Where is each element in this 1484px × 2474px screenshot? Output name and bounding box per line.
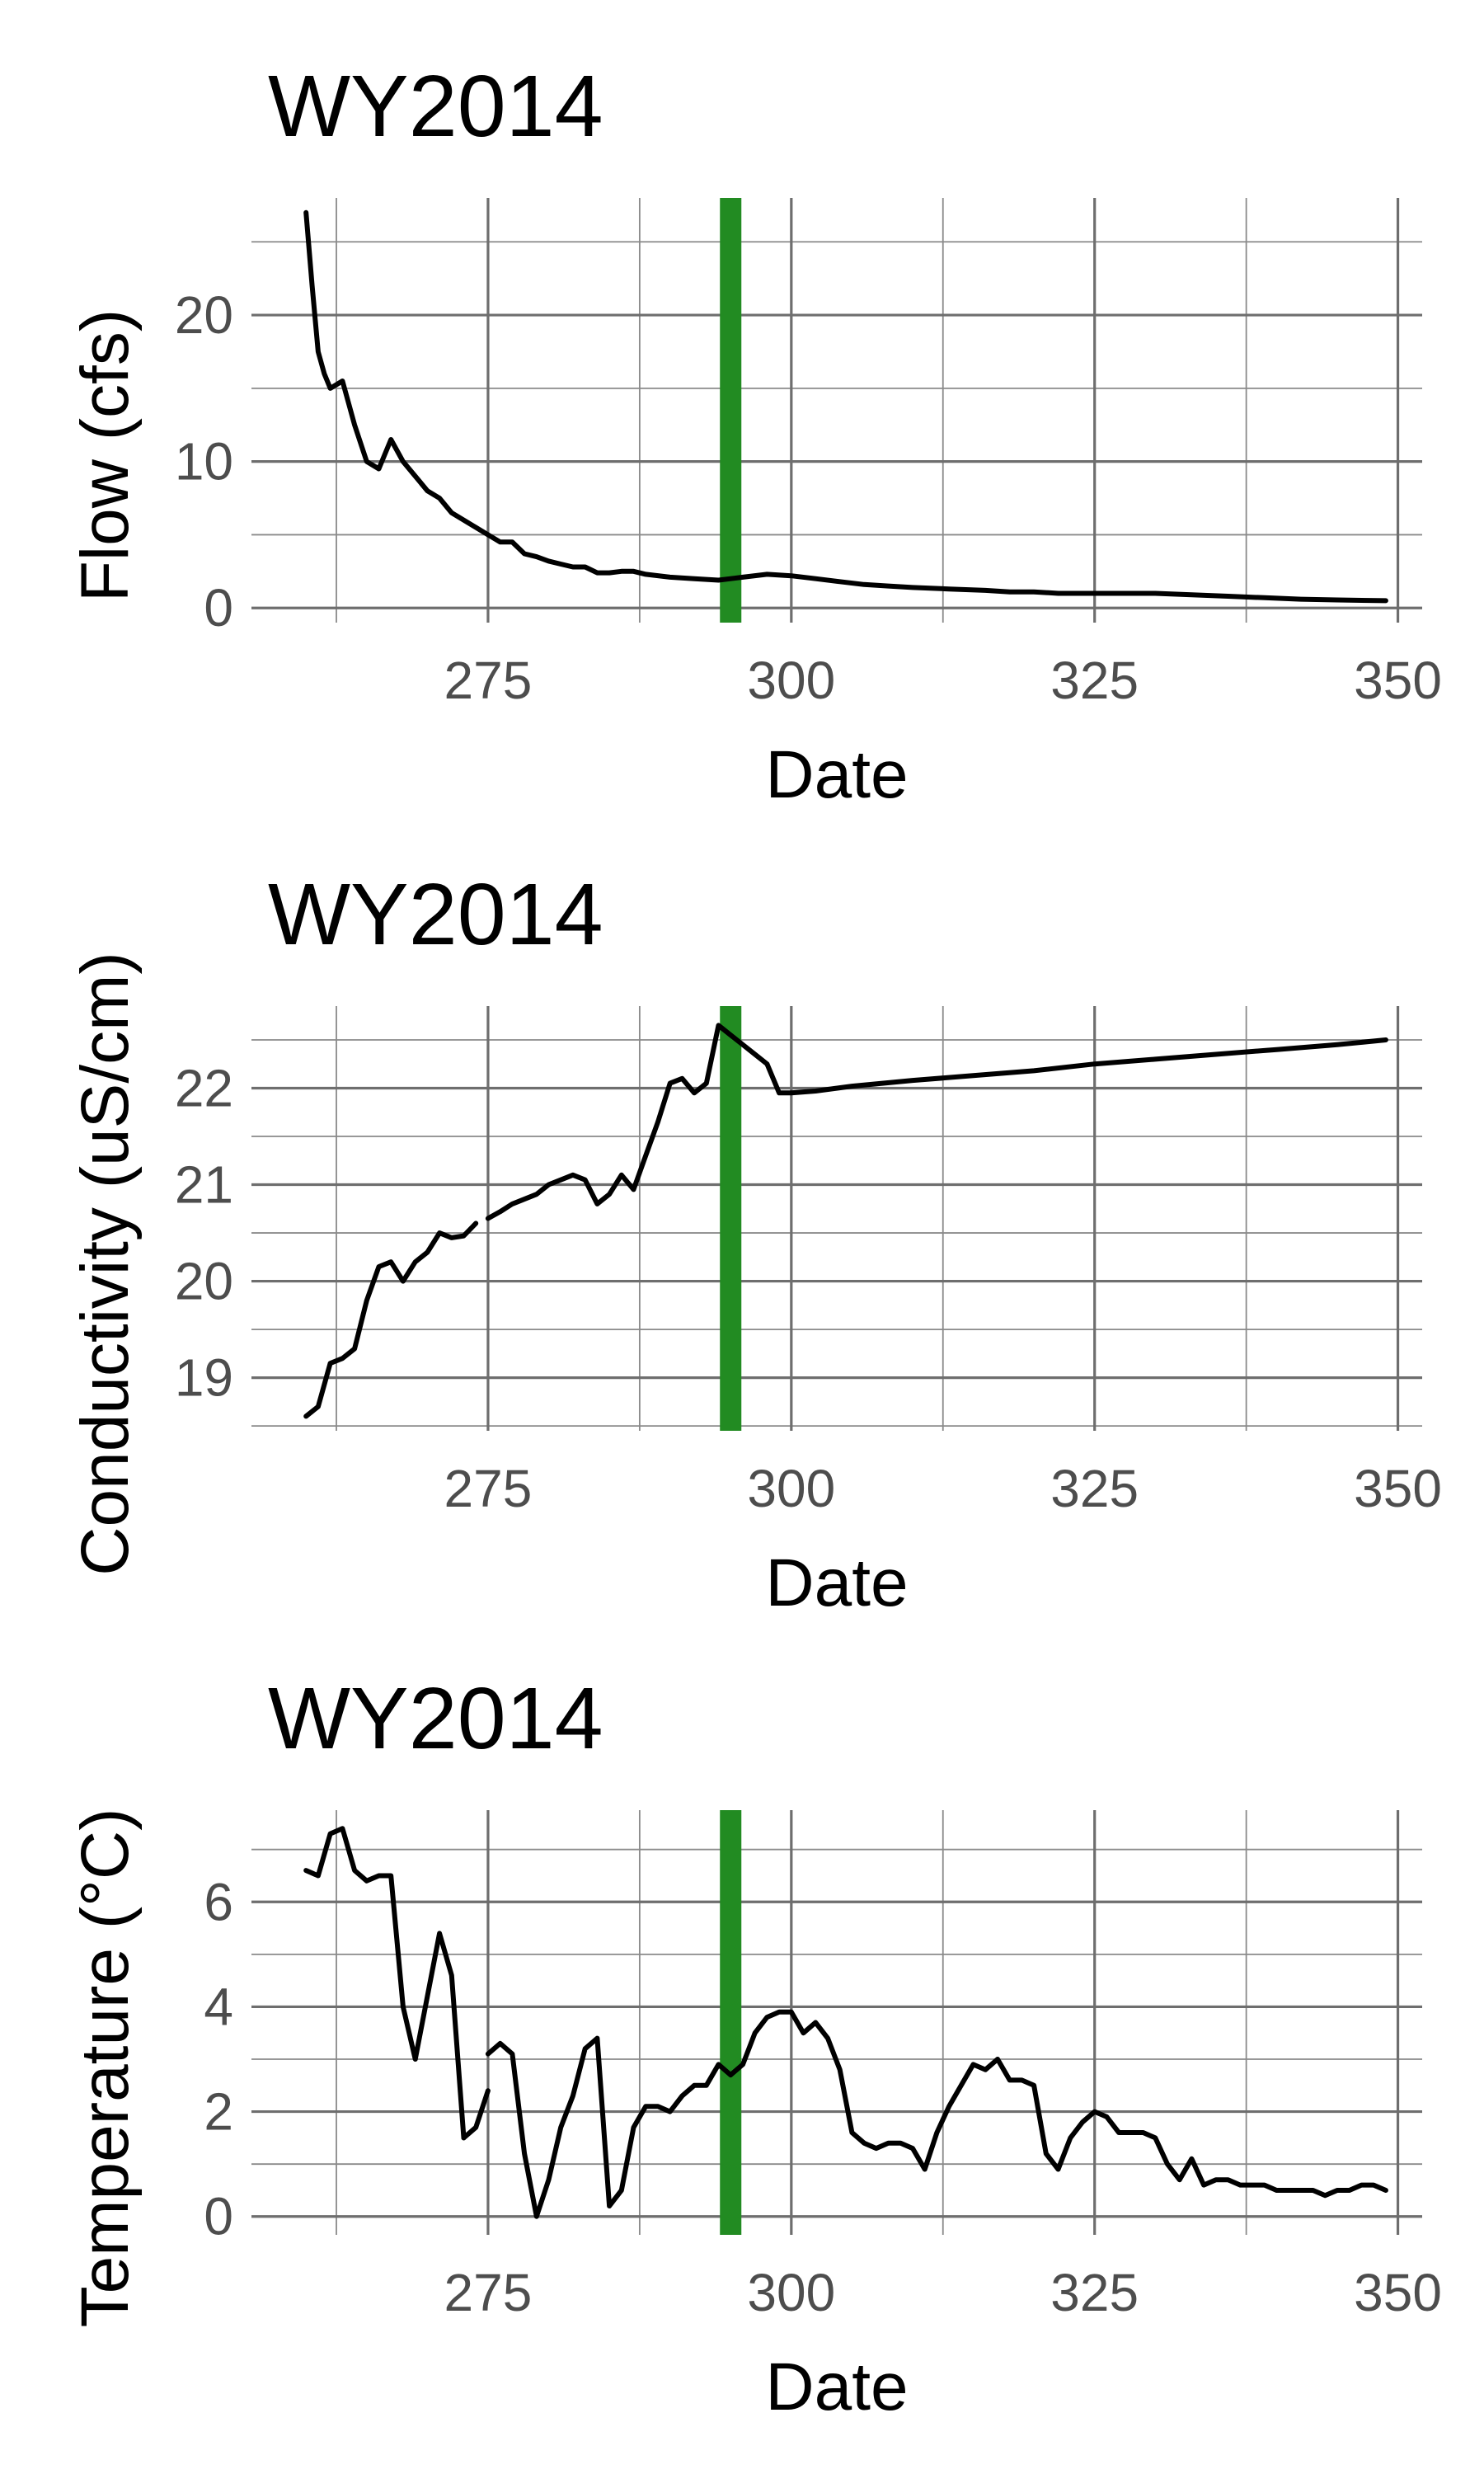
highlight-marker bbox=[720, 198, 742, 623]
y-axis-title: Conductivity (uS/cm) bbox=[68, 952, 143, 1575]
x-tick-label: 275 bbox=[444, 1459, 533, 1518]
x-tick-label: 350 bbox=[1354, 651, 1442, 710]
y-axis-title: Flow (cfs) bbox=[68, 309, 143, 602]
series-line-segment bbox=[303, 209, 1388, 604]
x-tick-label: 275 bbox=[444, 2263, 533, 2322]
x-tick-label: 275 bbox=[444, 651, 533, 710]
y-axis-title: Temperature (°C) bbox=[68, 1808, 143, 2328]
series-line-segment bbox=[461, 2088, 491, 2141]
chart-title: WY2014 bbox=[268, 58, 603, 155]
x-tick-label: 350 bbox=[1354, 2263, 1442, 2322]
highlight-marker bbox=[720, 1810, 742, 2235]
y-tick-label: 19 bbox=[175, 1348, 233, 1408]
x-tick-label: 325 bbox=[1050, 1459, 1139, 1518]
x-axis-title: Date bbox=[765, 737, 908, 812]
series-line-segment bbox=[485, 2009, 1388, 2219]
x-tick-label: 350 bbox=[1354, 1459, 1442, 1518]
x-tick-label: 300 bbox=[747, 1459, 835, 1518]
x-tick-label: 300 bbox=[747, 2263, 835, 2322]
x-tick-label: 325 bbox=[1050, 2263, 1139, 2322]
chart-panel-3: 275 300 325 350 0 2 4 6 WY2014 Date Temperature (°… bbox=[68, 1670, 1442, 2425]
y-tick-label: 6 bbox=[204, 1872, 233, 1931]
x-axis-title: Date bbox=[765, 1545, 908, 1620]
y-tick-label: 22 bbox=[175, 1058, 233, 1117]
x-tick-label: 300 bbox=[747, 651, 835, 710]
y-tick-label: 10 bbox=[175, 432, 233, 492]
chart-panel-1: 275 300 325 350 0 10 20 WY2014 Date Flow (cfs) bbox=[68, 58, 1442, 812]
chart-panel-2: 275 300 325 350 19 20 21 22 WY2014 Date Conductivi… bbox=[68, 866, 1442, 1620]
y-tick-label: 21 bbox=[175, 1155, 233, 1215]
x-axis-title: Date bbox=[765, 2349, 908, 2425]
y-tick-label: 4 bbox=[204, 1977, 233, 2036]
series-line-segment bbox=[303, 1826, 467, 2141]
y-tick-label: 0 bbox=[204, 578, 233, 637]
series-line-segment bbox=[303, 1221, 479, 1419]
highlight-marker bbox=[720, 1006, 742, 1431]
y-tick-label: 0 bbox=[204, 2187, 233, 2246]
y-tick-label: 2 bbox=[204, 2082, 233, 2142]
x-tick-label: 325 bbox=[1050, 651, 1139, 710]
y-tick-label: 20 bbox=[175, 285, 233, 345]
chart-title: WY2014 bbox=[268, 866, 603, 963]
chart-title: WY2014 bbox=[268, 1670, 603, 1767]
series-line-segment bbox=[485, 1023, 1388, 1221]
y-tick-label: 20 bbox=[175, 1252, 233, 1311]
